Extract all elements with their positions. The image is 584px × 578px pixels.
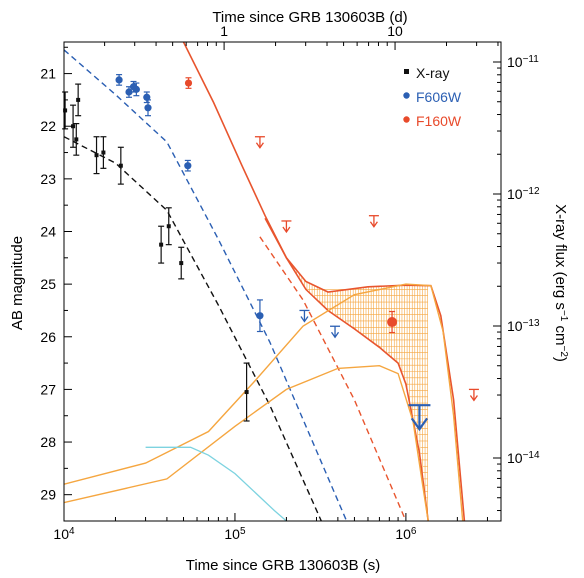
legend-marker-square (404, 69, 409, 74)
legend-label: F160W (416, 113, 462, 129)
left-tick-label: 28 (40, 434, 56, 450)
bottom-tick-label: 104 (53, 526, 75, 543)
right-axis-title-unit: (erg s (552, 272, 569, 310)
model-curves (64, 42, 466, 521)
data-point-xray (76, 97, 81, 102)
right-tick-label: 10−11 (507, 54, 539, 71)
data-point-xray (101, 150, 106, 155)
bottom-tick-label: 106 (395, 526, 417, 543)
data-point-xray (74, 137, 79, 142)
data-point-f606w (132, 85, 140, 93)
upper-limit-arrow (282, 226, 291, 234)
data-point-xray (71, 124, 76, 129)
top-tick-label: 1 (220, 23, 228, 39)
model-curve-f160w_afterglow (259, 236, 407, 521)
data-point-xray (63, 108, 68, 113)
right-axis-title-unit-end: ) (552, 357, 569, 362)
legend-label: X-ray (416, 65, 449, 81)
plot-frame (63, 41, 502, 522)
bottom-tick-label-exp: 5 (240, 526, 246, 537)
left-tick-label: 24 (40, 223, 56, 239)
left-axis-title: AB magnitude (9, 236, 26, 330)
right-axis-title-label: X-ray flux (552, 204, 569, 268)
model-curve-kilonova_upper (64, 283, 464, 521)
right-axis-title-unit-exp2: −2 (559, 346, 570, 358)
right-tick-label: 10−14 (507, 450, 540, 467)
model-curve-f606w_afterglow (64, 49, 348, 521)
data-point-f606w (115, 76, 123, 84)
legend-marker-circle (403, 116, 410, 123)
upper-limit-arrow (255, 142, 264, 149)
right-tick-label-exp: −12 (523, 186, 540, 197)
legend-marker-circle (403, 92, 410, 99)
left-tick-label: 22 (40, 118, 56, 134)
model-curve-early_component (145, 446, 287, 521)
data-point-f606w (144, 104, 152, 112)
bottom-tick-label-exp: 4 (69, 526, 75, 537)
data-point-xray (118, 163, 123, 168)
data-point-xray (166, 224, 171, 229)
data-point-xray (94, 153, 99, 158)
upper-limit-arrow (331, 331, 340, 339)
bottom-axis-title: Time since GRB 130603B (s) (186, 557, 381, 574)
data-points (62, 74, 398, 422)
data-point-f160w (387, 317, 398, 328)
data-point-xray (244, 390, 249, 395)
right-tick-label: 10−13 (507, 318, 540, 335)
data-point-f160w (184, 79, 193, 87)
left-tick-label: 25 (40, 276, 56, 292)
bottom-tick-label-base: 10 (224, 526, 240, 542)
left-tick-label: 27 (40, 381, 56, 397)
model-curve-kilonova_lower (64, 364, 429, 521)
right-tick-label-base: 10 (507, 186, 523, 202)
upper-limit-arrow (469, 395, 478, 402)
bottom-tick-label-base: 10 (53, 526, 69, 542)
left-tick-label: 26 (40, 329, 56, 345)
bottom-tick-label-exp: 6 (411, 526, 417, 537)
right-tick-label-base: 10 (507, 450, 523, 466)
model-curve-f160w_total_upper (182, 42, 466, 521)
data-point-f606w (125, 88, 133, 96)
data-point-xray (159, 242, 164, 247)
data-point-f606w (143, 93, 151, 101)
left-tick-label: 29 (40, 487, 56, 503)
legend-label: F606W (416, 89, 462, 105)
left-tick-label: 21 (40, 66, 56, 82)
upper-limit-arrow (369, 221, 378, 228)
right-tick-label-exp: −14 (523, 450, 540, 461)
model-curve-f160w_total_lower (264, 217, 429, 521)
right-tick-label-exp: −11 (523, 54, 540, 65)
model-curve-xray_afterglow (64, 136, 322, 521)
data-point-f606w (256, 312, 264, 320)
right-tick-label-base: 10 (507, 54, 523, 70)
right-axis-title-unit-mid: cm (552, 321, 569, 345)
right-tick-label-base: 10 (507, 318, 523, 334)
upper-limits (254, 136, 479, 432)
bottom-tick-label-base: 10 (395, 526, 411, 542)
right-axis-title-unit-exp1: −1 (559, 310, 570, 322)
data-point-xray (179, 261, 184, 266)
legend: X-ray F606W F160W (403, 65, 462, 129)
upper-limit-arrow (410, 417, 429, 432)
top-axis-title: Time since GRB 130603B (d) (212, 9, 407, 26)
bottom-tick-label: 105 (224, 526, 246, 543)
upper-limit-arrow (300, 316, 309, 323)
top-tick-label: 10 (387, 23, 403, 39)
left-tick-label: 23 (40, 171, 56, 187)
right-tick-label-exp: −13 (523, 318, 540, 329)
data-point-f606w (184, 162, 192, 170)
right-axis-title: X-ray flux (erg s−1 cm−2) (552, 204, 570, 362)
right-tick-label: 10−12 (507, 186, 540, 203)
